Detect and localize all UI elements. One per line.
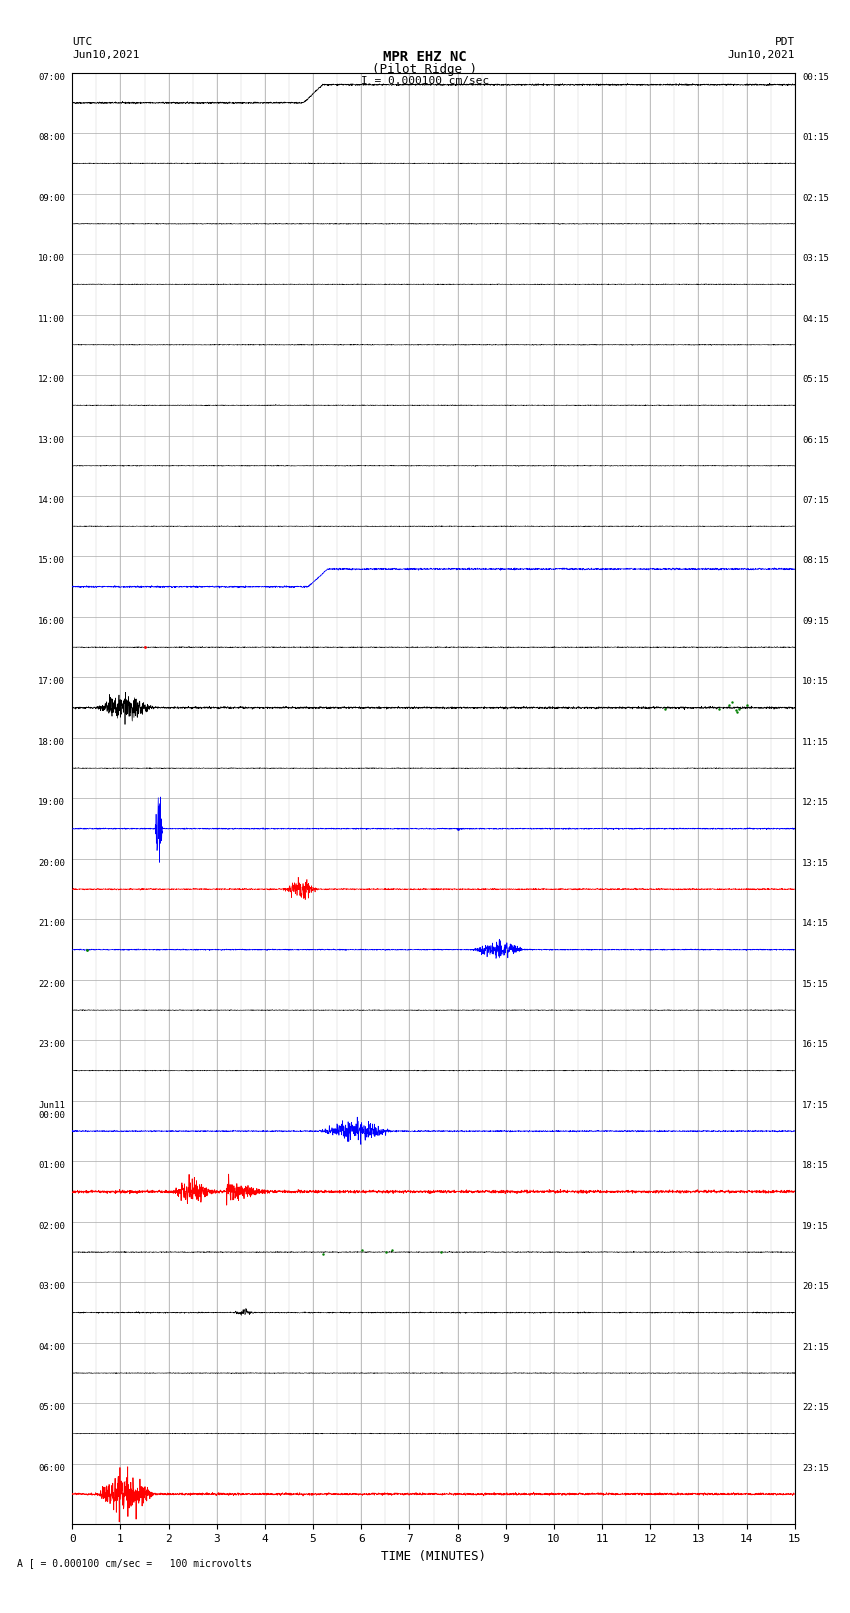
- Text: 22:15: 22:15: [802, 1403, 829, 1413]
- Text: 09:15: 09:15: [802, 618, 829, 626]
- Text: 00:15: 00:15: [802, 73, 829, 82]
- Text: 13:15: 13:15: [802, 858, 829, 868]
- Text: 01:15: 01:15: [802, 134, 829, 142]
- Text: PDT: PDT: [774, 37, 795, 47]
- Text: 07:15: 07:15: [802, 497, 829, 505]
- Text: A [ = 0.000100 cm/sec =   100 microvolts: A [ = 0.000100 cm/sec = 100 microvolts: [17, 1558, 252, 1568]
- Text: 06:00: 06:00: [38, 1465, 65, 1473]
- Text: 03:15: 03:15: [802, 255, 829, 263]
- Text: I = 0.000100 cm/sec: I = 0.000100 cm/sec: [361, 76, 489, 85]
- Text: 23:15: 23:15: [802, 1465, 829, 1473]
- Text: 11:00: 11:00: [38, 315, 65, 324]
- Text: 19:00: 19:00: [38, 798, 65, 808]
- Text: 10:00: 10:00: [38, 255, 65, 263]
- Text: UTC: UTC: [72, 37, 93, 47]
- Text: MPR EHZ NC: MPR EHZ NC: [383, 50, 467, 65]
- Text: 15:15: 15:15: [802, 981, 829, 989]
- Text: 20:00: 20:00: [38, 858, 65, 868]
- Text: (Pilot Ridge ): (Pilot Ridge ): [372, 63, 478, 76]
- Text: 18:15: 18:15: [802, 1161, 829, 1171]
- Text: 09:00: 09:00: [38, 194, 65, 203]
- Text: 10:15: 10:15: [802, 677, 829, 687]
- Text: 18:00: 18:00: [38, 739, 65, 747]
- Text: 21:15: 21:15: [802, 1342, 829, 1352]
- Text: 12:15: 12:15: [802, 798, 829, 808]
- X-axis label: TIME (MINUTES): TIME (MINUTES): [381, 1550, 486, 1563]
- Text: 08:00: 08:00: [38, 134, 65, 142]
- Text: 02:00: 02:00: [38, 1223, 65, 1231]
- Text: 13:00: 13:00: [38, 436, 65, 445]
- Text: Jun11
00:00: Jun11 00:00: [38, 1102, 65, 1121]
- Text: 14:15: 14:15: [802, 919, 829, 929]
- Text: 04:00: 04:00: [38, 1342, 65, 1352]
- Text: 17:15: 17:15: [802, 1102, 829, 1110]
- Text: 20:15: 20:15: [802, 1282, 829, 1292]
- Text: Jun10,2021: Jun10,2021: [728, 50, 795, 60]
- Text: 14:00: 14:00: [38, 497, 65, 505]
- Text: 15:00: 15:00: [38, 556, 65, 566]
- Text: 12:00: 12:00: [38, 376, 65, 384]
- Text: 07:00: 07:00: [38, 73, 65, 82]
- Text: 05:00: 05:00: [38, 1403, 65, 1413]
- Text: 01:00: 01:00: [38, 1161, 65, 1171]
- Text: 06:15: 06:15: [802, 436, 829, 445]
- Text: 08:15: 08:15: [802, 556, 829, 566]
- Text: 11:15: 11:15: [802, 739, 829, 747]
- Text: 22:00: 22:00: [38, 981, 65, 989]
- Text: 05:15: 05:15: [802, 376, 829, 384]
- Text: 16:00: 16:00: [38, 618, 65, 626]
- Text: 04:15: 04:15: [802, 315, 829, 324]
- Text: Jun10,2021: Jun10,2021: [72, 50, 139, 60]
- Text: 21:00: 21:00: [38, 919, 65, 929]
- Text: 17:00: 17:00: [38, 677, 65, 687]
- Text: 02:15: 02:15: [802, 194, 829, 203]
- Text: 23:00: 23:00: [38, 1040, 65, 1050]
- Text: 19:15: 19:15: [802, 1223, 829, 1231]
- Text: 16:15: 16:15: [802, 1040, 829, 1050]
- Text: 03:00: 03:00: [38, 1282, 65, 1292]
